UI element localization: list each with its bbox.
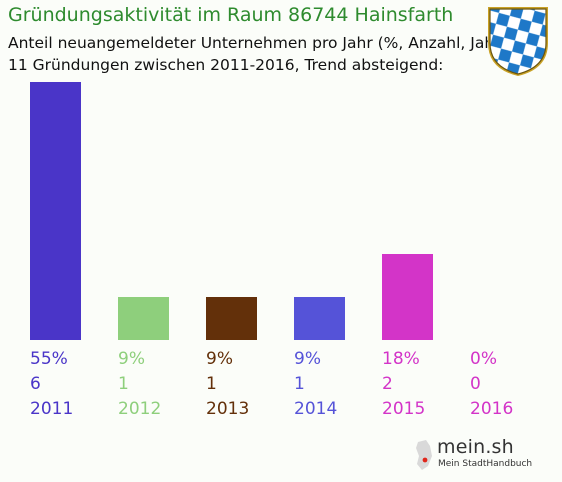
count-label-2011: 6 xyxy=(30,374,41,394)
germany-map-icon xyxy=(416,440,432,470)
percent-label-2013: 9% xyxy=(206,349,233,369)
logo-tagline: Mein StadtHandbuch xyxy=(438,459,533,469)
bavaria-coat-of-arms-icon xyxy=(488,7,548,76)
chart-subtitle-line2: 11 Gründungen zwischen 2011-2016, Trend … xyxy=(8,56,444,74)
count-label-2014: 1 xyxy=(294,374,305,394)
year-label-2012: 2012 xyxy=(118,399,161,419)
count-label-2015: 2 xyxy=(382,374,393,394)
percent-label-2012: 9% xyxy=(118,349,145,369)
logo-name: mein.sh xyxy=(437,436,514,458)
percent-label-2015: 18% xyxy=(382,349,420,369)
bar-2011 xyxy=(30,82,81,340)
mein-sh-logo xyxy=(416,440,432,470)
count-label-2016: 0 xyxy=(470,374,481,394)
count-label-2013: 1 xyxy=(206,374,217,394)
percent-label-2014: 9% xyxy=(294,349,321,369)
bar-2012 xyxy=(118,297,169,340)
year-label-2016: 2016 xyxy=(470,399,513,419)
percent-label-2011: 55% xyxy=(30,349,68,369)
chart-title: Gründungsaktivität im Raum 86744 Hainsfa… xyxy=(8,4,454,26)
year-label-2014: 2014 xyxy=(294,399,337,419)
year-label-2011: 2011 xyxy=(30,399,73,419)
percent-label-2016: 0% xyxy=(470,349,497,369)
year-label-2013: 2013 xyxy=(206,399,249,419)
bar-2014 xyxy=(294,297,345,340)
count-label-2012: 1 xyxy=(118,374,129,394)
bar-2015 xyxy=(382,254,433,340)
year-label-2015: 2015 xyxy=(382,399,425,419)
bar-2013 xyxy=(206,297,257,340)
chart-subtitle-line1: Anteil neuangemeldeter Unternehmen pro J… xyxy=(8,34,507,52)
